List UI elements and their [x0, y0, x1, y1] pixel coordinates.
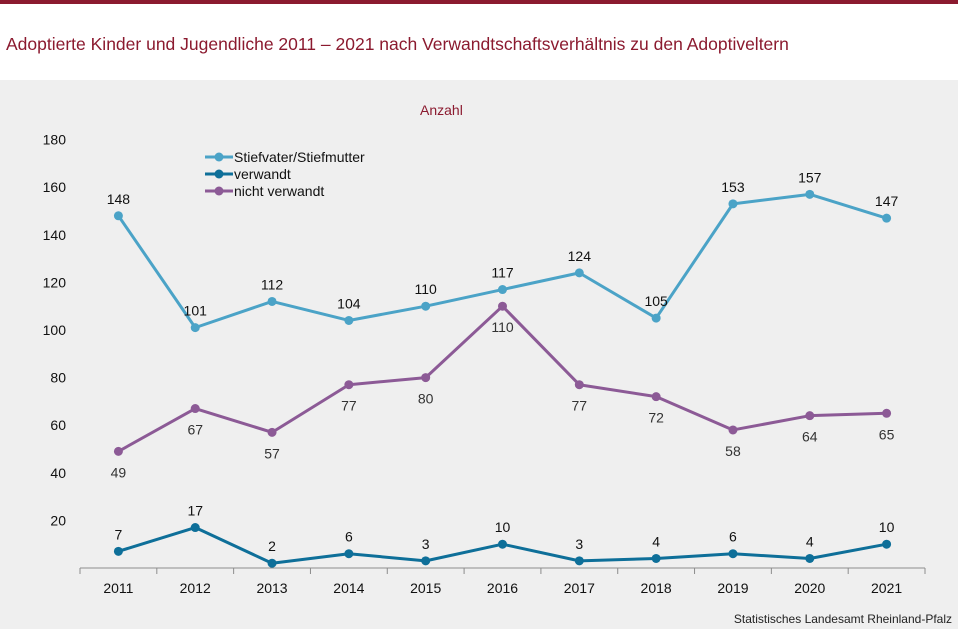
data-point-verwandt	[421, 556, 431, 566]
data-point-verwandt	[113, 546, 123, 556]
data-label-verwandt: 4	[806, 533, 814, 549]
data-point-verwandt	[344, 549, 354, 559]
data-label-verwandt: 6	[345, 529, 353, 545]
data-label-nicht_verwandt: 57	[264, 445, 280, 461]
data-label-stiefeltern: 104	[337, 295, 361, 311]
y-tick-label: 180	[43, 132, 67, 148]
data-label-stiefeltern: 101	[184, 303, 208, 319]
data-label-verwandt: 10	[495, 519, 511, 535]
x-tick-label: 2012	[180, 580, 211, 596]
data-label-nicht_verwandt: 58	[725, 443, 741, 459]
y-tick-label: 140	[43, 227, 67, 243]
data-point-nicht_verwandt	[421, 373, 431, 383]
data-point-nicht_verwandt	[267, 427, 277, 437]
data-point-verwandt	[574, 556, 584, 566]
data-point-stiefeltern	[421, 301, 431, 311]
data-label-stiefeltern: 124	[568, 248, 592, 264]
data-label-verwandt: 7	[115, 526, 123, 542]
legend-marker-verwandt	[214, 169, 224, 179]
data-label-stiefeltern: 157	[798, 169, 822, 185]
data-label-nicht_verwandt: 65	[879, 426, 895, 442]
x-tick-label: 2016	[487, 580, 518, 596]
data-label-verwandt: 10	[879, 519, 895, 535]
data-point-stiefeltern	[728, 199, 738, 209]
data-point-stiefeltern	[882, 213, 892, 223]
data-point-nicht_verwandt	[651, 392, 661, 402]
data-point-stiefeltern	[805, 189, 815, 199]
x-tick-label: 2020	[794, 580, 825, 596]
data-label-nicht_verwandt: 110	[491, 319, 514, 335]
header: Adoptierte Kinder und Jugendliche 2011 –…	[0, 4, 958, 72]
chart-panel: Anzahl 20 40 60 80 100 120 140 160 180 2011 2012 201…	[0, 80, 958, 629]
data-label-nicht_verwandt: 72	[648, 410, 664, 426]
data-point-nicht_verwandt	[882, 408, 892, 418]
x-tick-label: 2015	[410, 580, 441, 596]
legend-label-verwandt: verwandt	[234, 166, 291, 182]
data-label-nicht_verwandt: 67	[187, 422, 203, 438]
data-point-stiefeltern	[344, 315, 354, 325]
source-note: Statistisches Landesamt Rheinland-Pfalz	[733, 612, 952, 626]
data-point-stiefeltern	[574, 268, 584, 278]
x-tick-label: 2013	[256, 580, 287, 596]
data-label-verwandt: 3	[575, 536, 583, 552]
y-tick-label: 40	[50, 465, 66, 481]
data-point-stiefeltern	[113, 211, 123, 221]
page-title: Adoptierte Kinder und Jugendliche 2011 –…	[6, 34, 789, 54]
data-point-verwandt	[805, 553, 815, 563]
data-point-verwandt	[728, 549, 738, 559]
line-chart: Anzahl 20 40 60 80 100 120 140 160 180 2011 2012 201…	[43, 102, 926, 596]
legend-label-stiefeltern: Stiefvater/Stiefmutter	[234, 149, 365, 165]
y-tick-label: 60	[50, 417, 66, 433]
data-label-stiefeltern: 153	[721, 179, 745, 195]
data-label-stiefeltern: 112	[261, 276, 284, 292]
x-tick-label: 2011	[103, 580, 133, 596]
x-tick-label: 2019	[717, 580, 748, 596]
data-point-verwandt	[498, 539, 507, 549]
y-tick-label: 100	[43, 322, 67, 338]
y-tick-label: 20	[50, 512, 66, 528]
top-accent-bar	[0, 0, 958, 4]
data-label-nicht_verwandt: 80	[418, 391, 434, 407]
data-label-nicht_verwandt: 77	[572, 398, 588, 414]
data-label-stiefeltern: 110	[415, 281, 438, 297]
x-tick-label: 2021	[871, 580, 902, 596]
data-label-verwandt: 6	[729, 529, 737, 545]
y-tick-label: 160	[43, 179, 67, 195]
data-point-nicht_verwandt	[344, 380, 354, 390]
data-label-verwandt: 17	[187, 503, 203, 519]
data-label-stiefeltern: 105	[644, 293, 668, 309]
data-point-nicht_verwandt	[113, 446, 123, 456]
data-point-verwandt	[267, 558, 277, 568]
data-point-stiefeltern	[651, 313, 661, 323]
y-tick-label: 80	[50, 370, 66, 386]
y-axis-label: Anzahl	[420, 102, 463, 118]
data-point-verwandt	[651, 553, 661, 563]
data-label-nicht_verwandt: 49	[111, 464, 127, 480]
data-point-nicht_verwandt	[498, 301, 507, 311]
data-label-verwandt: 4	[652, 533, 660, 549]
data-label-verwandt: 3	[422, 536, 430, 552]
x-tick-label: 2018	[641, 580, 672, 596]
data-point-verwandt	[190, 523, 200, 533]
legend-marker-nicht_verwandt	[214, 186, 224, 196]
data-label-stiefeltern: 147	[875, 193, 899, 209]
data-label-verwandt: 2	[268, 538, 276, 554]
data-point-stiefeltern	[267, 296, 277, 306]
legend-label-nicht_verwandt: nicht verwandt	[234, 183, 324, 199]
data-label-nicht_verwandt: 77	[341, 398, 357, 414]
y-tick-label: 120	[43, 274, 67, 290]
data-point-verwandt	[882, 539, 892, 549]
data-label-stiefeltern: 148	[107, 191, 131, 207]
data-point-nicht_verwandt	[805, 411, 815, 421]
data-point-stiefeltern	[190, 323, 200, 333]
x-tick-label: 2014	[333, 580, 364, 596]
data-label-nicht_verwandt: 64	[802, 429, 818, 445]
x-tick-label: 2017	[564, 580, 595, 596]
data-point-nicht_verwandt	[190, 404, 200, 414]
data-point-nicht_verwandt	[728, 425, 738, 435]
legend-marker-stiefeltern	[214, 152, 224, 162]
data-label-stiefeltern: 117	[491, 265, 514, 281]
data-point-nicht_verwandt	[574, 380, 584, 390]
data-point-stiefeltern	[498, 285, 507, 295]
